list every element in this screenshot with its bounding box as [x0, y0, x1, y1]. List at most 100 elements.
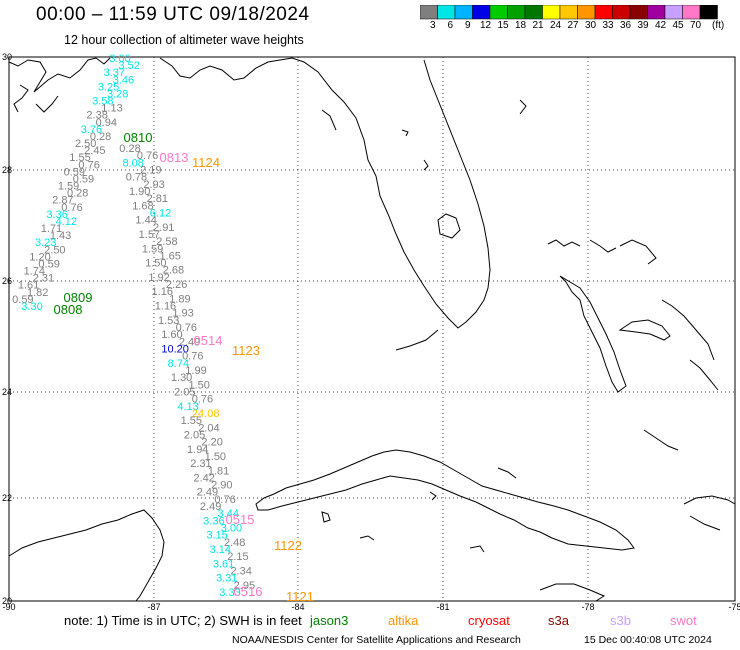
wave-height-value: 3.33 — [219, 587, 240, 599]
axis-labels: -90 -87 -84 -81 -78 -75 30 28 26 24 22 20 — [2, 52, 740, 610]
generation-timestamp: 15 Dec 00:40:08 UTC 2024 — [584, 634, 712, 646]
color-scale-label: 39 — [637, 20, 649, 31]
wave-height-value: 2.68 — [163, 265, 184, 277]
wave-height-value: 3.76 — [81, 124, 102, 136]
longitude-tick-label: -87 — [147, 602, 160, 610]
map-title: 00:00 – 11:59 UTC 09/18/2024 — [36, 4, 310, 25]
wave-height-value: 1.53 — [158, 315, 179, 327]
wave-height-value: 3.61 — [213, 558, 234, 570]
pass-time-label: 0810 — [124, 130, 153, 145]
wave-height-value: 8.08 — [123, 157, 144, 169]
latitude-tick-label: 28 — [2, 165, 12, 175]
wave-height-value: 2.91 — [153, 222, 174, 234]
pass-time-label: 1124 — [192, 155, 220, 170]
color-scale-label: 3 — [430, 20, 436, 31]
latitude-tick-label: 22 — [2, 493, 12, 503]
wave-height-value: 2.90 — [211, 480, 232, 492]
wave-height-value: 2.58 — [156, 236, 177, 248]
satellite-legend-s3a: s3a — [548, 613, 569, 628]
wave-height-value: 1.65 — [159, 250, 180, 262]
color-scale-label: 36 — [620, 20, 632, 31]
color-scale-label: 15 — [497, 20, 509, 31]
wave-height-value: 2.81 — [147, 193, 168, 205]
wave-height-value: 0.76 — [61, 202, 82, 214]
wave-height-value: 0.94 — [96, 117, 117, 129]
wave-height-value: 2.50 — [75, 138, 96, 150]
satellite-legend-jason3: jason3 — [310, 613, 349, 628]
pass-time-label: 0808 — [54, 302, 83, 317]
wave-height-value: 2.48 — [224, 537, 245, 549]
wave-height-value: 1.60 — [161, 329, 182, 341]
wave-height-value: 3.52 — [118, 60, 139, 72]
wave-height-value: 0.78 — [126, 172, 147, 184]
color-scale-label: 33 — [602, 20, 614, 31]
satellite-legend-s3b: s3b — [610, 613, 631, 628]
wave-height-value: 1.82 — [27, 287, 48, 299]
longitude-tick-label: -75 — [728, 602, 740, 610]
color-scale-label: 6 — [447, 20, 454, 31]
wave-height-value: 0.59 — [38, 258, 59, 270]
wave-height-value: 1.30 — [171, 372, 192, 384]
wave-height-value: 2.26 — [166, 279, 187, 291]
wave-height-value: 3.37 — [104, 67, 125, 79]
wave-height-value: 2.95 — [234, 580, 255, 592]
wave-height-value: 24.08 — [192, 408, 220, 420]
wave-height-value: 0.59 — [64, 166, 85, 178]
wave-height-value: 1.16 — [155, 301, 176, 313]
color-scale-label: 27 — [567, 20, 579, 31]
color-swatch — [699, 5, 718, 20]
wave-height-value: 3.58 — [92, 96, 113, 108]
wave-height-value: 3.30 — [21, 301, 42, 313]
wave-height-value: 0.28 — [67, 188, 88, 200]
wave-height-value: 1.57 — [139, 229, 160, 241]
pass-time-label: 0514 — [194, 333, 223, 348]
wave-height-value: 2.49 — [197, 487, 218, 499]
wave-height-value: 1.61 — [18, 280, 39, 292]
altimeter-tracks: 3.003.523.373.463.253.283.581.132.380.94… — [12, 53, 314, 604]
map-frame — [8, 56, 736, 602]
wave-height-value: 1.20 — [29, 251, 50, 263]
wave-height-value: 2.05 — [184, 429, 205, 441]
color-scale-label: 18 — [515, 20, 527, 31]
color-scale-label: 12 — [480, 20, 492, 31]
color-scale-unit: (ft) — [712, 20, 725, 31]
wave-height-value: 2.49 — [200, 501, 221, 513]
wave-height-value: 0.76 — [176, 322, 197, 334]
wave-height-value: 2.19 — [140, 164, 161, 176]
latitude-tick-label: 24 — [2, 387, 12, 397]
longitude-tick-label: -81 — [436, 602, 449, 610]
wave-height-value: 1.89 — [169, 293, 190, 305]
pass-time-label: 0515 — [226, 512, 255, 527]
pass-time-label: 1122 — [274, 538, 302, 553]
wave-height-value: 2.31 — [33, 273, 54, 285]
wave-height-value: 3.36 — [203, 515, 224, 527]
wave-height-value: 0.59 — [73, 173, 94, 185]
wave-height-value: 2.04 — [198, 422, 219, 434]
map-subtitle: 12 hour collection of altimeter wave hei… — [64, 33, 304, 47]
longitude-tick-label: -78 — [581, 602, 594, 610]
wave-height-value: 1.74 — [24, 266, 45, 278]
wave-height-value: 0.28 — [119, 143, 140, 155]
wave-height-value: 0.76 — [182, 351, 203, 363]
wave-height-value: 0.76 — [78, 159, 99, 171]
wave-height-value: 2.93 — [143, 179, 164, 191]
satellite-legend-cryosat: cryosat — [468, 613, 510, 628]
wave-height-value: 3.46 — [113, 74, 134, 86]
wave-height-value: 1.59 — [142, 243, 163, 255]
wave-height-value: 1.59 — [58, 181, 79, 193]
pass-time-label: 0813 — [160, 150, 189, 165]
wave-height-value: 10.20 — [161, 344, 189, 356]
wave-height-value: 3.14 — [210, 544, 231, 556]
latitude-tick-label: 26 — [2, 276, 12, 286]
wave-height-value: 3.23 — [35, 237, 56, 249]
wave-height-value: 1.93 — [172, 308, 193, 320]
wave-height-value: 1.50 — [189, 379, 210, 391]
wave-height-value: 1.81 — [208, 465, 229, 477]
wave-height-value: 1.13 — [101, 103, 122, 115]
credit-line: NOAA/NESDIS Center for Satellite Applica… — [232, 634, 521, 646]
pass-time-label: 0516 — [234, 584, 263, 599]
wave-height-value: 1.71 — [41, 223, 62, 235]
pass-time-label: 1123 — [232, 343, 260, 358]
wave-height-value: 1.90 — [129, 186, 150, 198]
satellite-legend-swot: swot — [670, 613, 697, 628]
